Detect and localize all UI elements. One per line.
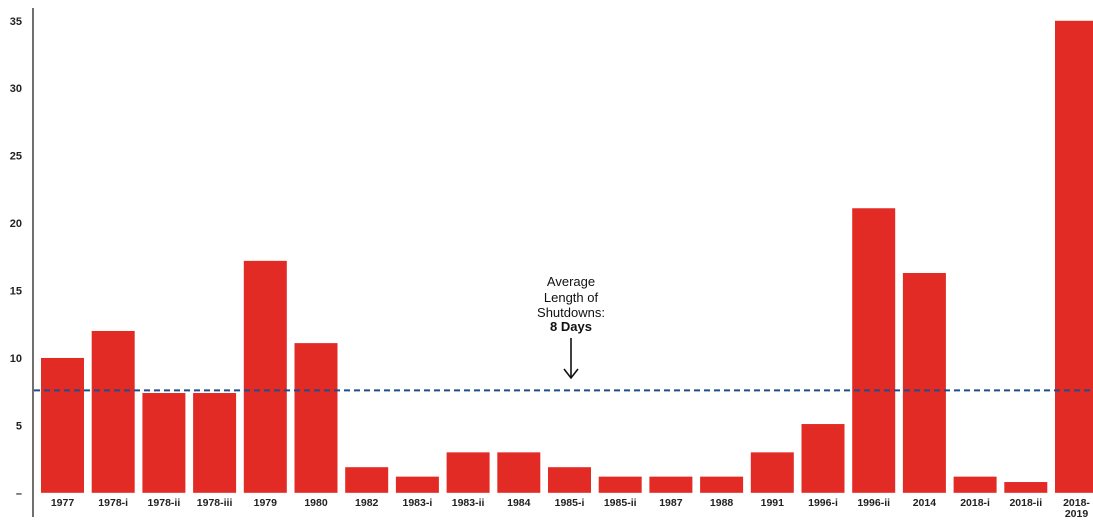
bar [294, 343, 338, 493]
x-tick-label: 1983-ii [452, 497, 485, 509]
x-tick-label: 1983-i [403, 497, 433, 509]
bar [1004, 482, 1048, 493]
x-tick-label: 1978-iii [197, 497, 233, 509]
bar [750, 452, 794, 493]
x-tick-label: 2014 [913, 497, 937, 509]
x-tick-label: 1996-i [808, 497, 838, 509]
annotation-value: 8 Days [550, 319, 592, 334]
bar [953, 476, 997, 493]
bar [142, 393, 186, 493]
bar [801, 424, 845, 493]
x-tick-label: 1977 [51, 497, 75, 509]
y-tick-label: 25 [10, 151, 22, 163]
bar [852, 208, 896, 493]
x-axis-labels: 1977 1978-i 1978-ii 1978-iii 1979 1980 1982 198… [51, 497, 1091, 520]
bar [193, 393, 237, 493]
y-tick-label: 10 [10, 353, 22, 365]
average-annotation: Average Length of Shutdowns: 8 Days [537, 274, 605, 380]
x-tick-label: 1979 [254, 497, 278, 509]
y-tick-label: 35 [10, 16, 22, 28]
y-tick-label: 20 [10, 218, 22, 230]
annotation-line-2: Length of [544, 290, 599, 305]
x-tick-label: 1996-ii [857, 497, 890, 509]
bar [1055, 20, 1093, 493]
x-tick-label: 1991 [761, 497, 785, 509]
y-tick-label: 30 [10, 83, 22, 95]
annotation-line-3: Shutdowns: [537, 305, 605, 320]
bar [446, 452, 490, 493]
bar [91, 330, 135, 493]
y-axis: – 5 10 15 20 25 30 35 [10, 8, 34, 517]
x-tick-label: 1985-i [555, 497, 585, 509]
annotation-arrow-icon [563, 368, 579, 380]
bar [649, 476, 693, 493]
bar [700, 476, 744, 493]
bars [41, 20, 1093, 493]
bar [345, 467, 389, 493]
x-tick-label: 2018-ii [1009, 497, 1042, 509]
y-tick-label: 5 [16, 420, 22, 432]
x-tick-label: 2018-2019 [1063, 497, 1090, 520]
x-tick-label: 1978-i [98, 497, 128, 509]
bar [598, 476, 642, 493]
x-tick-label: 1980 [304, 497, 328, 509]
x-tick-label: 1984 [507, 497, 531, 509]
x-tick-label: 2018-i [960, 497, 990, 509]
bar [243, 260, 287, 493]
bar [497, 452, 541, 493]
annotation-line-1: Average [547, 274, 595, 289]
y-tick-label: – [16, 488, 22, 500]
x-tick-label: 1987 [659, 497, 683, 509]
y-tick-label: 15 [10, 286, 22, 298]
x-tick-label: 1978-ii [148, 497, 181, 509]
x-tick-label: 1988 [710, 497, 734, 509]
bar [395, 476, 439, 493]
x-tick-label: 1982 [355, 497, 379, 509]
bar [902, 272, 946, 493]
bar [548, 467, 591, 493]
bar [41, 357, 84, 493]
x-tick-label: 1985-ii [604, 497, 637, 509]
